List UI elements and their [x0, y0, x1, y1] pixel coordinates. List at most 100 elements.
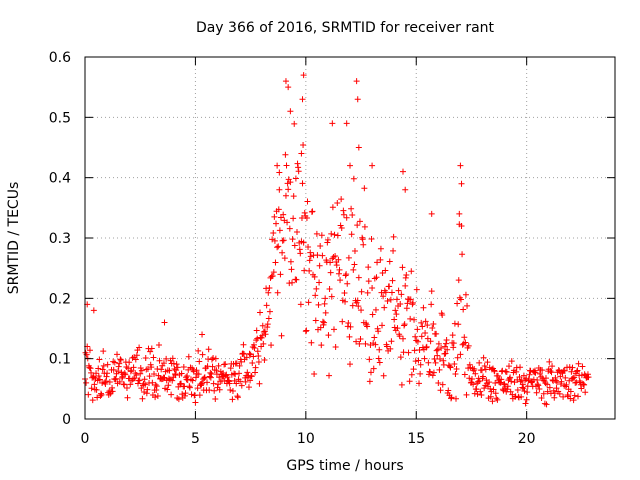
data-point: [83, 379, 90, 386]
data-point: [534, 377, 541, 384]
data-point: [99, 380, 106, 387]
data-point: [533, 389, 540, 396]
data-point: [462, 291, 469, 298]
data-point: [210, 355, 217, 362]
x-axis-label: GPS time / hours: [286, 458, 403, 474]
data-point: [536, 386, 543, 393]
data-point: [437, 387, 444, 394]
data-point: [476, 359, 483, 366]
data-point: [321, 300, 328, 307]
data-point: [276, 227, 283, 234]
data-point: [276, 186, 283, 193]
data-point: [311, 370, 318, 377]
data-point: [256, 380, 263, 387]
data-point: [463, 391, 470, 398]
data-point: [450, 344, 457, 351]
data-point: [164, 386, 171, 393]
data-point: [103, 373, 110, 380]
data-point: [438, 345, 445, 352]
data-point: [112, 376, 119, 383]
data-point: [428, 210, 435, 217]
data-point: [345, 254, 352, 261]
data-point: [274, 162, 281, 169]
data-point: [327, 269, 334, 276]
data-point: [476, 377, 483, 384]
data-point: [249, 359, 256, 366]
data-point: [295, 168, 302, 175]
data-point: [237, 378, 244, 385]
data-point: [264, 321, 271, 328]
data-point: [402, 186, 409, 193]
data-point: [110, 366, 117, 373]
data-point: [111, 359, 118, 366]
data-point: [254, 348, 261, 355]
data-point: [95, 372, 102, 379]
data-point: [519, 381, 526, 388]
data-point: [259, 322, 266, 329]
data-point: [250, 341, 257, 348]
data-point: [430, 320, 437, 327]
data-point: [297, 250, 304, 257]
data-point: [343, 214, 350, 221]
data-point: [279, 237, 286, 244]
data-point: [264, 324, 271, 331]
data-point: [349, 302, 356, 309]
data-point: [102, 378, 109, 385]
data-point: [494, 396, 501, 403]
data-point: [355, 303, 362, 310]
data-point: [185, 353, 192, 360]
data-point: [519, 384, 526, 391]
chart-title: Day 366 of 2016, SRMTID for receiver ran…: [196, 20, 495, 36]
data-point: [139, 395, 146, 402]
data-point: [280, 237, 287, 244]
data-point: [291, 242, 298, 249]
data-point: [347, 361, 353, 368]
y-tick-label: 0.2: [49, 291, 71, 307]
data-point: [133, 371, 140, 378]
data-point: [153, 383, 160, 390]
data-point: [161, 319, 168, 326]
data-point: [224, 374, 231, 381]
data-point: [389, 277, 396, 284]
data-point: [289, 236, 296, 243]
data-point: [457, 162, 464, 169]
data-point: [424, 322, 431, 329]
data-point: [305, 299, 312, 306]
data-point: [319, 318, 326, 325]
data-point: [175, 396, 182, 403]
data-point: [434, 352, 441, 359]
data-point: [196, 358, 203, 365]
data-point: [407, 315, 414, 322]
data-point: [540, 390, 547, 397]
ticks-layer: 0 0.1 0.2 0.3 0.4 0.5 0.6 0 5 10 15 20: [49, 50, 615, 447]
data-point: [241, 350, 247, 357]
data-point: [115, 368, 122, 375]
data-point: [364, 289, 371, 296]
data-point: [409, 299, 416, 306]
data-point: [227, 365, 234, 372]
data-point: [201, 374, 208, 381]
data-point: [336, 266, 343, 273]
data-point: [160, 360, 167, 367]
data-point: [486, 379, 493, 386]
data-point: [381, 304, 388, 311]
data-point: [361, 185, 368, 192]
data-point: [490, 386, 497, 393]
data-point: [374, 259, 381, 266]
data-point: [331, 231, 338, 238]
data-point: [355, 144, 362, 151]
data-point: [213, 367, 220, 374]
data-point: [246, 350, 253, 357]
data-point: [282, 192, 289, 199]
data-point: [287, 258, 294, 265]
data-point: [431, 355, 438, 362]
data-point: [199, 351, 206, 358]
data-point: [337, 277, 344, 284]
data-point: [284, 219, 291, 226]
data-point: [365, 278, 372, 285]
data-point: [436, 366, 443, 373]
data-point: [194, 385, 201, 392]
data-point: [398, 291, 405, 298]
data-point: [316, 262, 323, 269]
data-point: [481, 363, 488, 370]
